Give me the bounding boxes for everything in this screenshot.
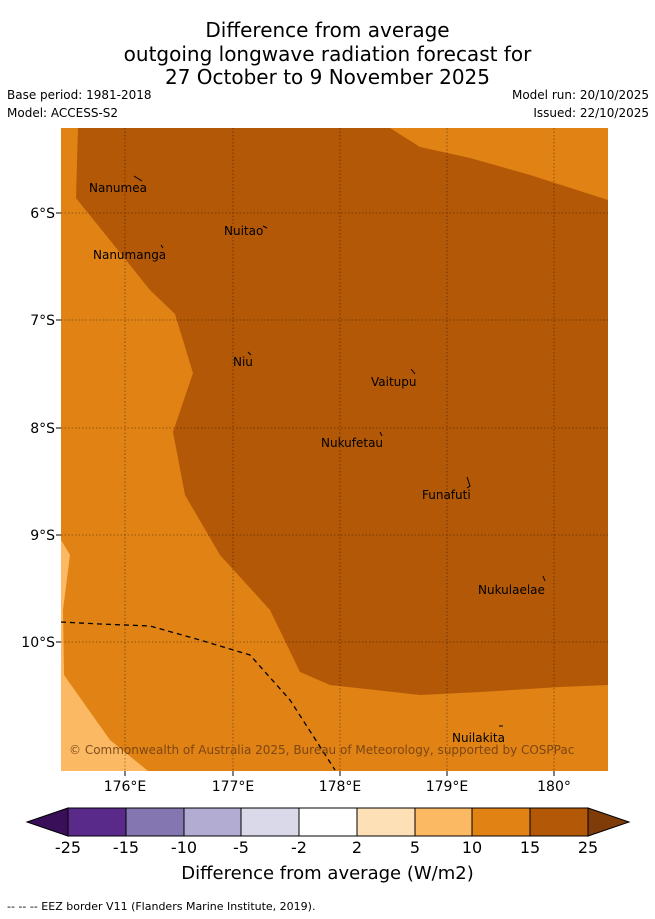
lon-label: 180° (537, 779, 571, 795)
colorbar-tick-label: -15 (112, 838, 140, 857)
colorbar-tick-label: 10 (461, 838, 483, 857)
lat-label: 7°S (30, 313, 55, 329)
longitude-labels: 176°E 177°E 178°E 179°E 180° (104, 779, 571, 795)
colorbar-tick-label: -2 (291, 838, 307, 857)
title-line-3: 27 October to 9 November 2025 (164, 65, 491, 89)
lat-label: 8°S (30, 421, 55, 437)
model-name: Model: ACCESS-S2 (7, 106, 119, 120)
place-label: Nuitao (224, 224, 263, 238)
colorbar-tick-label: 5 (409, 838, 421, 857)
colorbar-max-extension (587, 807, 631, 837)
issued-date: Issued: 22/10/2025 (533, 106, 649, 120)
map-grid (61, 128, 608, 771)
lon-label: 177°E (212, 779, 255, 795)
place-label: Vaitupu (371, 375, 417, 389)
map-area: Nanumea Nuitao Nanumanga Niu Vaitupu Nuk… (61, 128, 608, 771)
colorbar-tick-label: -5 (233, 838, 249, 857)
colorbar-min-extension (25, 807, 69, 837)
place-label: Nanumea (89, 181, 147, 195)
lat-label: 10°S (21, 635, 55, 651)
eez-border-line (61, 621, 336, 771)
latitude-labels: 6°S 7°S 8°S 9°S 10°S (21, 206, 55, 651)
colorbar-segment (529, 807, 589, 837)
base-period: Base period: 1981-2018 (7, 88, 152, 102)
colorbar-segment (356, 807, 416, 837)
place-label: Nukulaelae (478, 583, 545, 597)
colorbar-segment (67, 807, 127, 837)
colorbar (25, 807, 631, 837)
place-label: Nanumanga (93, 248, 166, 262)
colorbar-tick-label: -10 (170, 838, 198, 857)
lon-label: 176°E (104, 779, 147, 795)
place-label: Niu (233, 355, 253, 369)
colorbar-tick-label: 15 (519, 838, 541, 857)
colorbar-segment (414, 807, 473, 837)
colorbar-tick-label: -25 (54, 838, 82, 857)
anomaly-band-5-10 (61, 540, 148, 771)
place-labels: Nanumea Nuitao Nanumanga Niu Vaitupu Nuk… (89, 181, 545, 745)
model-run: Model run: 20/10/2025 (511, 88, 649, 102)
colorbar-segment (183, 807, 242, 837)
colorbar-tick-label: 25 (577, 838, 599, 857)
colorbar-segment (471, 807, 531, 837)
title-line-1: Difference from average (205, 18, 450, 42)
colorbar-segment (298, 807, 358, 837)
lat-label: 6°S (30, 206, 55, 222)
axis-ticks (56, 212, 555, 776)
colorbar-title: Difference from average (W/m2) (181, 863, 474, 884)
colorbar-tick-label: 2 (351, 838, 363, 857)
island-markers (133, 175, 546, 727)
copyright-notice: © Commonwealth of Australia 2025, Bureau… (69, 743, 574, 757)
place-label: Nukufetau (321, 436, 383, 450)
colorbar-segment (240, 807, 300, 837)
title-line-2: outgoing longwave radiation forecast for (123, 42, 532, 66)
anomaly-band-15-25 (76, 128, 608, 695)
eez-footnote: -- -- -- EEZ border V11 (Flanders Marine… (7, 900, 316, 913)
lat-label: 9°S (30, 528, 55, 544)
lon-label: 179°E (426, 779, 469, 795)
colorbar-segment (125, 807, 185, 837)
lon-label: 178°E (319, 779, 362, 795)
place-label: Nuilakita (452, 731, 505, 745)
place-label: Funafuti (422, 488, 471, 502)
